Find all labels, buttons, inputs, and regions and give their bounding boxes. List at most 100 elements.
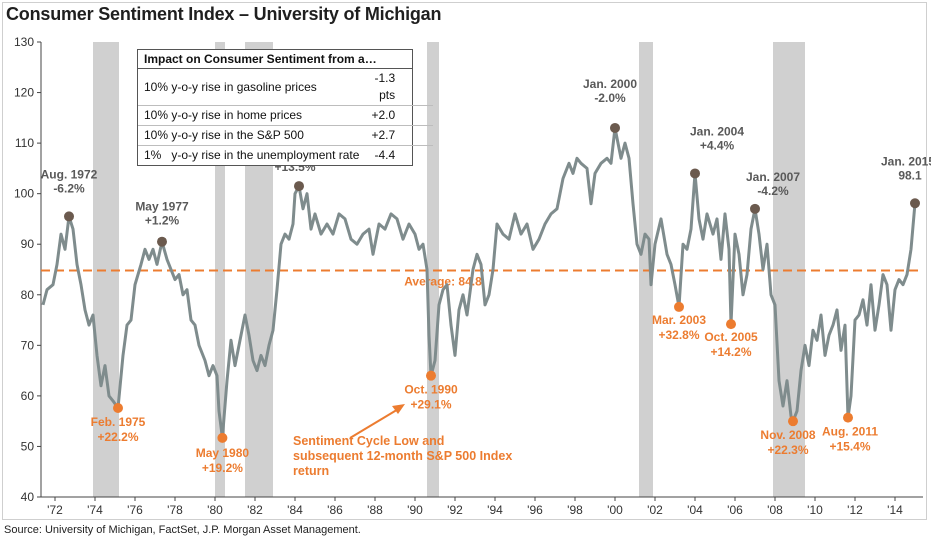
y-tick-label: 50	[21, 439, 35, 453]
trough-marker	[674, 301, 684, 312]
trough-label: Oct. 2005	[704, 330, 758, 344]
sentiment-line	[41, 126, 917, 440]
callout-arrow-head	[392, 404, 405, 414]
trough-change: +15.4%	[829, 440, 870, 454]
peak-label: Aug. 1972	[41, 167, 98, 181]
trough-label: Mar. 2003	[652, 313, 706, 327]
trough-marker	[426, 370, 436, 381]
callout-text: return	[293, 464, 329, 478]
y-tick-label: 130	[14, 35, 34, 49]
peak-label: Jan. 2004	[690, 124, 744, 138]
peak-label: Jan. 2015:	[881, 154, 931, 168]
trough-label: Feb. 1975	[91, 415, 146, 429]
peak-marker	[750, 203, 760, 214]
x-tick-label: '02	[647, 503, 663, 517]
y-tick-label: 110	[15, 136, 34, 150]
x-tick-label: '10	[807, 503, 823, 517]
table-row: 10% y-o-y rise in home prices +2.0	[138, 105, 434, 126]
y-tick-label: 80	[21, 288, 35, 302]
x-tick-label: '08	[767, 503, 783, 517]
x-tick-label: '00	[607, 503, 623, 517]
impact-table-header: Impact on Consumer Sentiment from a…	[138, 50, 412, 69]
y-tick-label: 70	[21, 338, 35, 352]
x-tick-label: '14	[887, 503, 903, 517]
x-tick-label: '84	[287, 503, 303, 517]
x-tick-label: '88	[367, 503, 383, 517]
x-tick-label: '82	[247, 503, 263, 517]
peak-label: May 1977	[135, 200, 189, 214]
chart-frame	[2, 2, 927, 520]
peak-marker	[690, 168, 700, 179]
x-tick-label: '80	[207, 503, 223, 517]
x-tick-label: '78	[167, 503, 183, 517]
y-tick-label: 120	[14, 86, 34, 100]
y-tick-label: 60	[21, 389, 35, 403]
x-tick-label: '74	[87, 503, 103, 517]
x-tick-label: '76	[127, 503, 143, 517]
peak-change: -6.2%	[53, 181, 85, 195]
peak-marker	[910, 198, 920, 209]
x-tick-label: '04	[687, 503, 703, 517]
recession-band	[639, 42, 653, 497]
x-tick-label: '98	[567, 503, 583, 517]
peak-change: 98.1	[898, 168, 922, 182]
row-label: 10% y-o-y rise in home prices	[138, 105, 366, 126]
trough-label: Nov. 2008	[760, 428, 815, 442]
row-value: +2.7	[365, 125, 434, 146]
y-tick-label: 90	[21, 237, 35, 251]
x-tick-label: '12	[847, 503, 863, 517]
x-tick-label: '72	[47, 503, 63, 517]
peak-label: Jan. 2007	[746, 170, 800, 184]
trough-marker	[788, 416, 798, 427]
row-label: 10% y-o-y rise in gasoline prices	[144, 79, 317, 94]
peak-marker	[157, 236, 167, 247]
trough-change: +29.1%	[410, 398, 451, 412]
peak-marker	[64, 211, 74, 222]
trough-change: +22.3%	[767, 443, 808, 457]
x-tick-label: '94	[487, 503, 503, 517]
callout-arrow-line	[349, 407, 401, 439]
table-row: 10% y-o-y rise in gasoline prices -1.3 pt…	[138, 69, 433, 106]
trough-marker	[843, 412, 853, 423]
trough-marker	[217, 432, 228, 443]
peak-marker	[610, 122, 620, 133]
x-tick-label: '92	[447, 503, 463, 517]
row-value: +2.0	[365, 105, 434, 126]
row-label: 1% y-o-y rise in the unemployment rate	[138, 145, 366, 165]
callout-text: subsequent 12-month S&P 500 Index	[293, 449, 512, 463]
y-tick-label: 100	[14, 187, 34, 201]
x-tick-label: '96	[527, 503, 543, 517]
chart-title: Consumer Sentiment Index – University of…	[6, 4, 442, 24]
row-label: 10% y-o-y rise in the S&P 500	[138, 125, 366, 146]
peak-change: -4.2%	[757, 184, 789, 198]
row-value: -1.3 pts	[374, 71, 396, 102]
row-value: -4.4	[365, 145, 434, 165]
source-note: Source: University of Michigan, FactSet,…	[4, 524, 361, 536]
peak-change: -2.0%	[594, 91, 626, 105]
impact-table: Impact on Consumer Sentiment from a… 10%…	[137, 49, 434, 166]
peak-marker	[294, 181, 304, 192]
y-tick-label: 40	[21, 490, 35, 504]
callout-text: Sentiment Cycle Low and	[293, 434, 444, 448]
trough-label: May 1980	[196, 446, 250, 460]
x-tick-label: '90	[407, 503, 423, 517]
recession-band	[215, 42, 225, 497]
recession-band	[93, 42, 119, 497]
impact-table-body: 10% y-o-y rise in gasoline prices -1.3 pt…	[138, 69, 434, 165]
trough-label: Aug. 2011	[822, 425, 878, 439]
table-row: 1% y-o-y rise in the unemployment rate -4…	[138, 145, 434, 165]
trough-change: +22.2%	[97, 430, 138, 444]
peak-label: Jan. 2000	[583, 77, 637, 91]
x-tick-label: '06	[727, 503, 743, 517]
trough-change: +19.2%	[202, 461, 243, 475]
peak-change: +1.2%	[145, 214, 180, 228]
trough-marker	[726, 319, 736, 330]
trough-marker	[113, 403, 123, 414]
trough-change: +32.8%	[658, 328, 699, 342]
average-label: Average: 84.8	[404, 275, 482, 289]
table-row: 10% y-o-y rise in the S&P 500 +2.7	[138, 125, 434, 146]
trough-label: Oct. 1990	[404, 383, 458, 397]
peak-change: +4.4%	[700, 138, 735, 152]
x-tick-label: '86	[327, 503, 343, 517]
trough-change: +14.2%	[710, 345, 751, 359]
